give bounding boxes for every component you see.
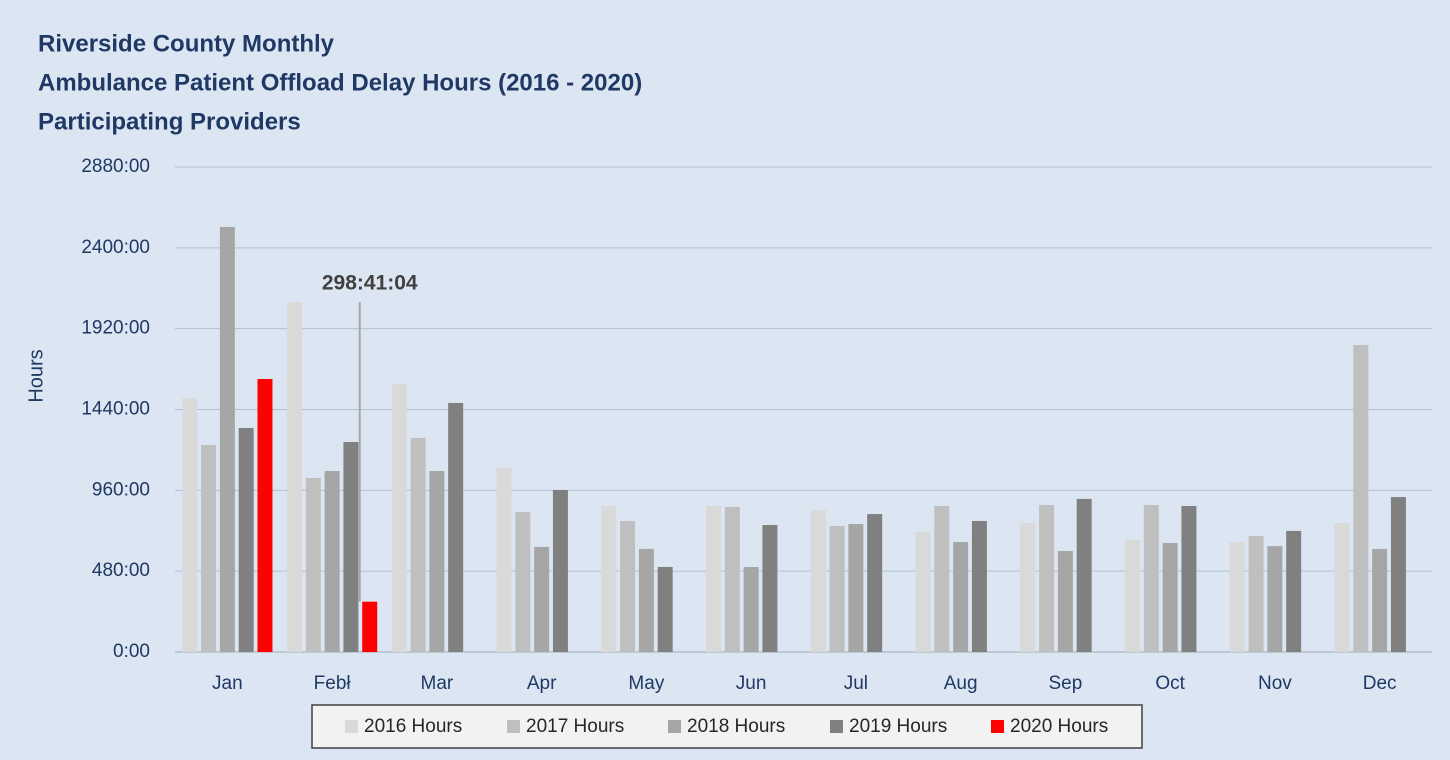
bar — [362, 601, 378, 652]
bar — [182, 398, 198, 652]
bar — [1057, 550, 1073, 652]
bar — [448, 402, 464, 652]
x-tick-label: Aug — [944, 673, 978, 694]
y-tick-label: 480:00 — [92, 560, 150, 581]
bar — [1286, 530, 1302, 652]
bar — [1020, 523, 1036, 652]
bar — [552, 489, 568, 652]
bar — [534, 546, 550, 652]
bar — [1390, 497, 1406, 652]
bar — [410, 437, 426, 652]
y-tick-label: 1920:00 — [81, 318, 150, 339]
bar — [1076, 498, 1092, 652]
bar — [1125, 540, 1141, 652]
bar — [287, 302, 303, 652]
bar — [1353, 345, 1369, 652]
x-tick-label: May — [628, 673, 664, 694]
bar — [810, 510, 826, 652]
x-tick-label: Jun — [736, 673, 767, 694]
bar — [496, 467, 512, 652]
bar — [1267, 546, 1283, 652]
bar — [724, 507, 740, 652]
legend-label: 2020 Hours — [1010, 716, 1108, 737]
bar — [1229, 542, 1245, 652]
bar — [601, 505, 617, 652]
x-tick-label: Mar — [421, 673, 454, 694]
legend-swatch — [991, 720, 1004, 733]
x-tick-label: Dec — [1363, 673, 1397, 694]
bar — [238, 428, 254, 652]
bar — [657, 566, 673, 652]
y-tick-label: 0:00 — [113, 641, 150, 662]
y-axis-label: Hours — [25, 349, 47, 402]
bar — [638, 548, 654, 652]
bar — [324, 470, 340, 652]
bar — [848, 524, 864, 652]
bar — [515, 512, 531, 652]
x-tick-label: Apr — [527, 673, 557, 694]
x-tick-label: Jan — [212, 673, 243, 694]
legend-label: 2019 Hours — [849, 716, 947, 737]
x-tick-label: Febł — [314, 673, 352, 694]
legend-swatch — [830, 720, 843, 733]
bar — [219, 226, 235, 652]
y-tick-label: 2400:00 — [81, 237, 150, 258]
bar — [934, 505, 950, 652]
bar — [305, 478, 321, 652]
bar — [953, 542, 969, 652]
legend-swatch — [345, 720, 358, 733]
x-tick-label: Jul — [844, 673, 868, 694]
bar — [762, 525, 778, 652]
bar — [201, 445, 217, 652]
y-tick-label: 2880:00 — [81, 156, 150, 177]
legend-label: 2018 Hours — [687, 716, 785, 737]
chart-title: Riverside County Monthly — [38, 30, 335, 57]
x-tick-label: Sep — [1048, 673, 1082, 694]
x-tick-label: Oct — [1155, 673, 1185, 694]
legend-label: 2017 Hours — [526, 716, 624, 737]
bar — [743, 566, 759, 652]
annotation: 298:41:04 — [322, 272, 418, 295]
x-tick-label: Nov — [1258, 673, 1292, 694]
bar — [429, 470, 445, 652]
bar — [829, 526, 845, 652]
bar — [257, 379, 273, 652]
y-tick-label: 1440:00 — [81, 399, 150, 420]
bar — [1334, 523, 1350, 652]
chart-title: Ambulance Patient Offload Delay Hours (2… — [38, 69, 642, 96]
bar — [706, 505, 722, 652]
bar — [343, 442, 359, 652]
bar — [620, 520, 636, 652]
bar — [1181, 505, 1197, 652]
bar — [1039, 504, 1055, 652]
y-tick-label: 960:00 — [92, 479, 150, 500]
legend-swatch — [668, 720, 681, 733]
chart-title: Participating Providers — [38, 108, 301, 135]
bar — [391, 384, 407, 652]
bar — [971, 520, 987, 652]
bar — [915, 531, 931, 652]
bar — [867, 514, 883, 652]
legend-swatch — [507, 720, 520, 733]
legend-label: 2016 Hours — [364, 716, 462, 737]
bar — [1248, 535, 1264, 652]
bar — [1143, 504, 1159, 652]
bar — [1162, 543, 1178, 652]
bar — [1372, 548, 1388, 652]
